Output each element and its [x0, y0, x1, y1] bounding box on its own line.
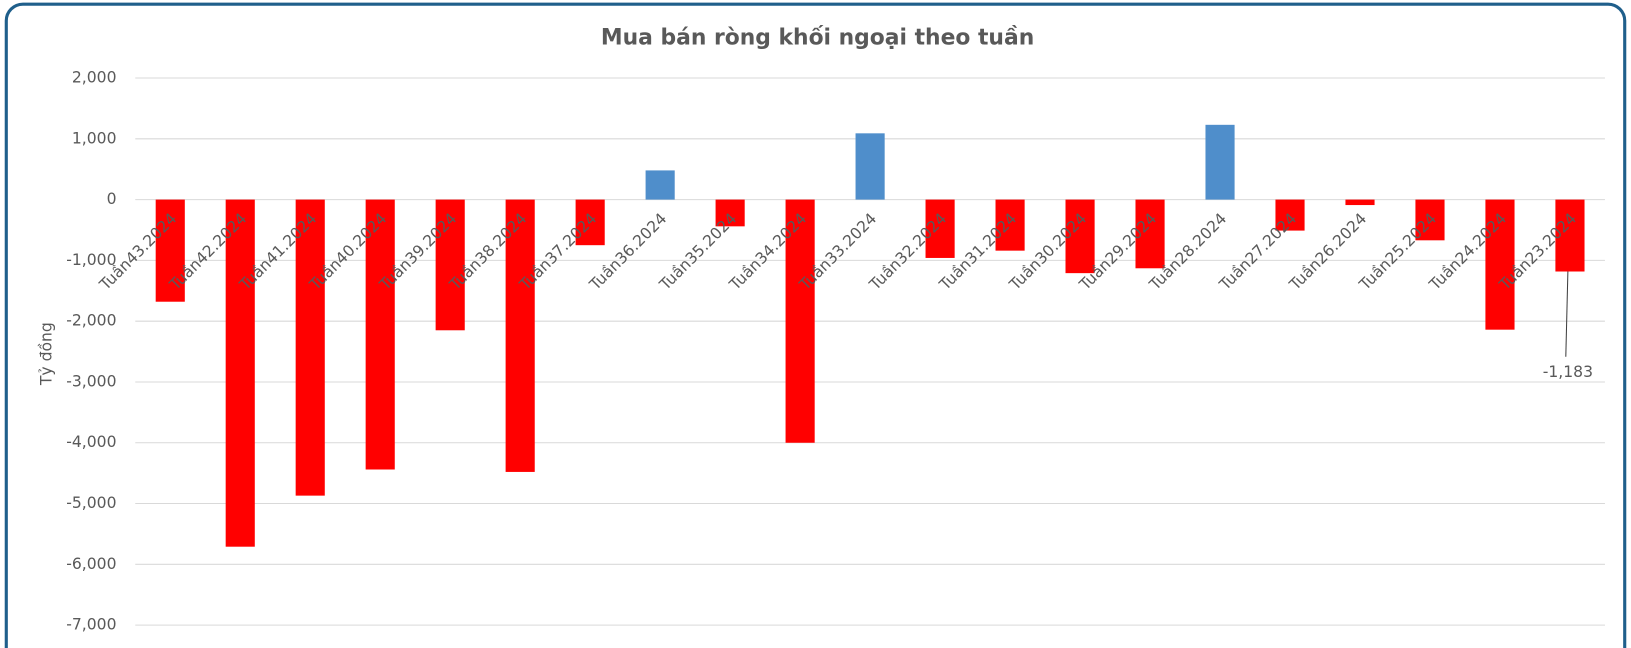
bar [1555, 199, 1585, 272]
y-axis-label: Tỷ đồng [37, 322, 55, 386]
y-tick-label: -7,000 [66, 616, 116, 634]
bar [1205, 124, 1235, 200]
y-tick-label: 2,000 [72, 69, 117, 87]
bar [1485, 199, 1515, 330]
bar [225, 199, 255, 547]
bar [295, 199, 325, 496]
y-tick-label: 1,000 [72, 129, 117, 147]
bar [505, 199, 535, 472]
bar [995, 199, 1025, 251]
y-tick-label: -5,000 [66, 494, 116, 512]
bar [1065, 199, 1095, 274]
bar [1345, 199, 1375, 206]
bar [365, 199, 395, 470]
y-tick-label: -3,000 [66, 372, 116, 390]
bar [925, 199, 955, 258]
bar [1275, 199, 1305, 231]
bar [855, 133, 885, 200]
bar [575, 199, 605, 246]
bar [155, 199, 185, 302]
y-tick-label: -1,000 [66, 251, 116, 269]
bar [715, 199, 745, 227]
bar [1135, 199, 1165, 269]
bar [785, 199, 815, 443]
bar [435, 199, 465, 331]
y-tick-label: 0 [107, 190, 117, 208]
chart-title: Mua bán ròng khối ngoại theo tuần [601, 25, 1034, 50]
leader-line [1565, 271, 1569, 357]
bar [1415, 199, 1445, 241]
y-tick-label: -2,000 [66, 312, 116, 330]
y-tick-label: -4,000 [66, 433, 116, 451]
bar [645, 170, 675, 200]
y-tick-label: -6,000 [66, 555, 116, 573]
value-label: -1,183 [1543, 363, 1593, 381]
